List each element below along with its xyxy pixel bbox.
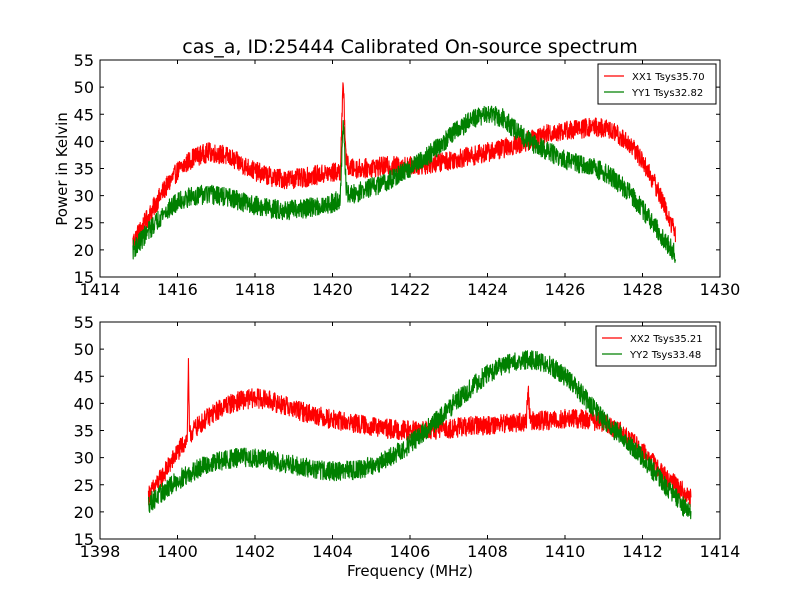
chart-title: cas_a, ID:25444 Calibrated On-source spe… <box>182 36 637 58</box>
x-tick-label: 1422 <box>390 280 431 299</box>
y-tick-label: 30 <box>74 449 94 468</box>
y-tick-label: 25 <box>74 476 94 495</box>
x-tick-label: 1430 <box>700 280 741 299</box>
x-tick-label: 1420 <box>312 280 353 299</box>
x-tick-label: 1408 <box>467 542 508 561</box>
y-tick-label: 15 <box>74 268 94 287</box>
x-tick-label: 1414 <box>700 542 741 561</box>
x-tick-label: 1414 <box>80 280 121 299</box>
bottom-panel: 1398 1400 1402 1404 1406 1408 1410 1412 1414 15 20… <box>74 313 741 561</box>
x-tick-label: 1410 <box>545 542 586 561</box>
x-tick-label: 1402 <box>235 542 276 561</box>
x-tick-label: 1404 <box>312 542 353 561</box>
legend-label: XX1 Tsys35.70 <box>632 72 705 83</box>
y-tick-label: 55 <box>74 51 94 70</box>
y-tick-label: 50 <box>74 78 94 97</box>
x-tick-label: 1400 <box>157 542 198 561</box>
x-axis-label: Frequency (MHz) <box>347 562 473 580</box>
y-tick-label: 55 <box>74 313 94 332</box>
x-tick-label: 1418 <box>235 280 276 299</box>
y-tick-label: 45 <box>74 367 94 386</box>
y-tick-label: 20 <box>74 241 94 260</box>
y-tick-label: 45 <box>74 105 94 124</box>
y-tick-label: 30 <box>74 187 94 206</box>
legend-label: XX2 Tsys35.21 <box>630 334 703 345</box>
series-line-2-1 <box>147 357 692 508</box>
x-tick-label: 1428 <box>622 280 663 299</box>
legend-label: YY1 Tsys32.82 <box>631 88 703 99</box>
legend-box <box>595 325 717 367</box>
x-tick-label: 1426 <box>545 280 586 299</box>
y-tick-label: 20 <box>74 503 94 522</box>
x-tick-label: 1412 <box>622 542 663 561</box>
x-tick-label: 1398 <box>80 542 121 561</box>
y-tick-label: 40 <box>74 132 94 151</box>
x-tick-label: 1406 <box>390 542 431 561</box>
legend-box <box>597 63 717 105</box>
y-tick-label: 35 <box>74 422 94 441</box>
series-line-1-2 <box>132 105 676 263</box>
y-tick-label: 35 <box>74 160 94 179</box>
y-tick-label: 25 <box>74 214 94 233</box>
legend-label: YY2 Tsys33.48 <box>629 350 701 361</box>
y-tick-label: 50 <box>74 340 94 359</box>
x-tick-label: 1416 <box>157 280 198 299</box>
series-line-2-2 <box>147 350 692 520</box>
top-panel: 1414 1416 1418 1420 1422 1424 1426 1428 1430 15 20… <box>74 51 741 299</box>
y-tick-label: 40 <box>74 394 94 413</box>
y-tick-label: 15 <box>74 530 94 549</box>
y-axis-label: Power in Kelvin <box>53 112 71 226</box>
x-tick-label: 1424 <box>467 280 508 299</box>
